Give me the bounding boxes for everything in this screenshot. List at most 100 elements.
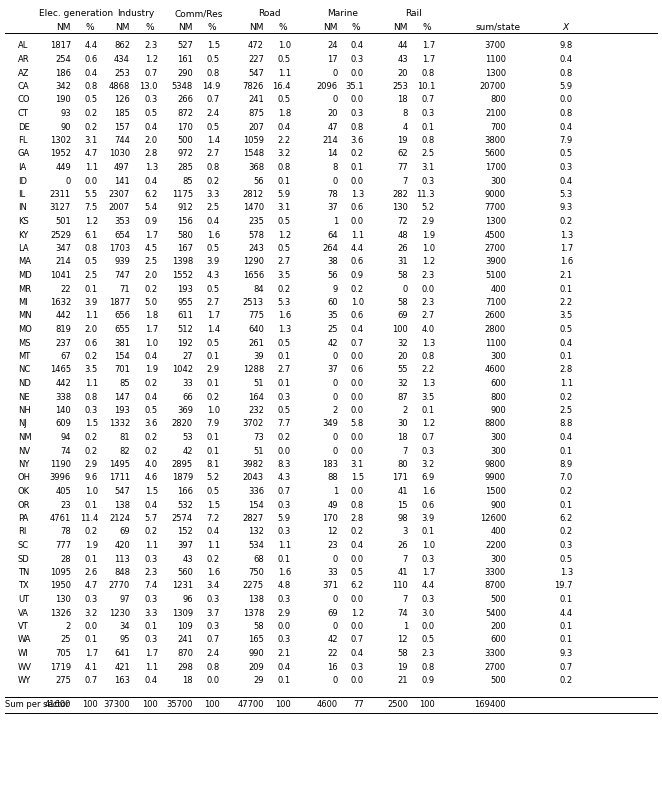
Text: 161: 161 (177, 55, 193, 64)
Text: 2.8: 2.8 (351, 514, 364, 523)
Text: 152: 152 (177, 528, 193, 536)
Text: 48: 48 (397, 231, 408, 239)
Text: 0.7: 0.7 (351, 338, 364, 348)
Text: 0.1: 0.1 (278, 554, 291, 564)
Text: 0.1: 0.1 (351, 163, 364, 172)
Text: 2700: 2700 (485, 244, 506, 253)
Text: 80: 80 (397, 460, 408, 469)
Text: 3.1: 3.1 (422, 163, 435, 172)
Text: 0.2: 0.2 (145, 447, 158, 455)
Text: 3.6: 3.6 (144, 419, 158, 429)
Text: 0.5: 0.5 (145, 406, 158, 415)
Text: 0.2: 0.2 (85, 447, 98, 455)
Text: 0.0: 0.0 (351, 406, 364, 415)
Text: 0.8: 0.8 (422, 352, 435, 361)
Text: 3.5: 3.5 (278, 271, 291, 280)
Text: 253: 253 (392, 82, 408, 91)
Text: 4.4: 4.4 (85, 42, 98, 50)
Text: 6.2: 6.2 (145, 190, 158, 199)
Text: 0.3: 0.3 (422, 447, 435, 455)
Text: 2.7: 2.7 (422, 312, 435, 320)
Text: 1.7: 1.7 (145, 325, 158, 334)
Text: 0.3: 0.3 (278, 595, 291, 604)
Text: 2600: 2600 (485, 312, 506, 320)
Text: %: % (423, 23, 432, 31)
Text: 42: 42 (183, 447, 193, 455)
Text: 0.2: 0.2 (145, 379, 158, 388)
Text: 870: 870 (177, 649, 193, 658)
Text: 2.3: 2.3 (422, 649, 435, 658)
Text: 4.6: 4.6 (145, 473, 158, 483)
Text: 214: 214 (55, 257, 71, 266)
Text: 0.0: 0.0 (351, 554, 364, 564)
Text: 1: 1 (333, 217, 338, 226)
Text: 130: 130 (392, 203, 408, 213)
Text: 253: 253 (114, 68, 130, 78)
Text: 3300: 3300 (485, 649, 506, 658)
Text: 0.5: 0.5 (278, 96, 291, 104)
Text: VA: VA (18, 608, 29, 618)
Text: 0.4: 0.4 (85, 68, 98, 78)
Text: 24: 24 (328, 42, 338, 50)
Text: 2.2: 2.2 (560, 298, 573, 307)
Text: 0.5: 0.5 (351, 568, 364, 577)
Text: 1.1: 1.1 (278, 541, 291, 550)
Text: 1.7: 1.7 (422, 55, 435, 64)
Text: 2.3: 2.3 (422, 271, 435, 280)
Text: RI: RI (18, 528, 26, 536)
Text: 9800: 9800 (485, 460, 506, 469)
Text: 16.4: 16.4 (273, 82, 291, 91)
Text: 2.1: 2.1 (560, 271, 573, 280)
Text: 0.8: 0.8 (351, 122, 364, 132)
Text: 138: 138 (114, 501, 130, 509)
Text: 800: 800 (490, 96, 506, 104)
Text: AL: AL (18, 42, 28, 50)
Text: 1.2: 1.2 (85, 217, 98, 226)
Text: NJ: NJ (18, 419, 27, 429)
Text: 8700: 8700 (485, 582, 506, 590)
Text: 0.5: 0.5 (207, 284, 220, 294)
Text: 0.4: 0.4 (207, 217, 220, 226)
Text: 2.9: 2.9 (207, 366, 220, 374)
Text: 165: 165 (248, 636, 264, 644)
Text: OR: OR (18, 501, 30, 509)
Text: 5.4: 5.4 (145, 203, 158, 213)
Text: 2513: 2513 (243, 298, 264, 307)
Text: 77: 77 (397, 163, 408, 172)
Text: 0: 0 (402, 284, 408, 294)
Text: 0.0: 0.0 (207, 676, 220, 685)
Text: 1.7: 1.7 (560, 244, 573, 253)
Text: 44: 44 (397, 42, 408, 50)
Text: 2.7: 2.7 (278, 366, 291, 374)
Text: 13.0: 13.0 (140, 82, 158, 91)
Text: NV: NV (18, 447, 30, 455)
Text: SD: SD (18, 554, 30, 564)
Text: 2820: 2820 (172, 419, 193, 429)
Text: 0.5: 0.5 (207, 55, 220, 64)
Text: 35.1: 35.1 (346, 82, 364, 91)
Text: VT: VT (18, 622, 28, 631)
Text: 0.1: 0.1 (278, 379, 291, 388)
Text: 32: 32 (397, 379, 408, 388)
Text: 169400: 169400 (475, 700, 506, 710)
Text: 1.4: 1.4 (207, 136, 220, 145)
Text: 2529: 2529 (50, 231, 71, 239)
Text: 8800: 8800 (485, 419, 506, 429)
Text: 0.2: 0.2 (85, 109, 98, 118)
Text: 1.0: 1.0 (422, 541, 435, 550)
Text: 8.1: 8.1 (207, 460, 220, 469)
Text: 3700: 3700 (485, 42, 506, 50)
Text: 512: 512 (177, 325, 193, 334)
Text: 64: 64 (328, 231, 338, 239)
Text: 3.2: 3.2 (278, 149, 291, 159)
Text: 0.7: 0.7 (207, 96, 220, 104)
Text: 0.5: 0.5 (278, 55, 291, 64)
Text: 1.6: 1.6 (207, 231, 220, 239)
Text: 705: 705 (55, 649, 71, 658)
Text: 74: 74 (397, 608, 408, 618)
Text: 5.8: 5.8 (351, 419, 364, 429)
Text: 1.2: 1.2 (422, 419, 435, 429)
Text: 2.4: 2.4 (207, 109, 220, 118)
Text: 51: 51 (254, 447, 264, 455)
Text: 1041: 1041 (50, 271, 71, 280)
